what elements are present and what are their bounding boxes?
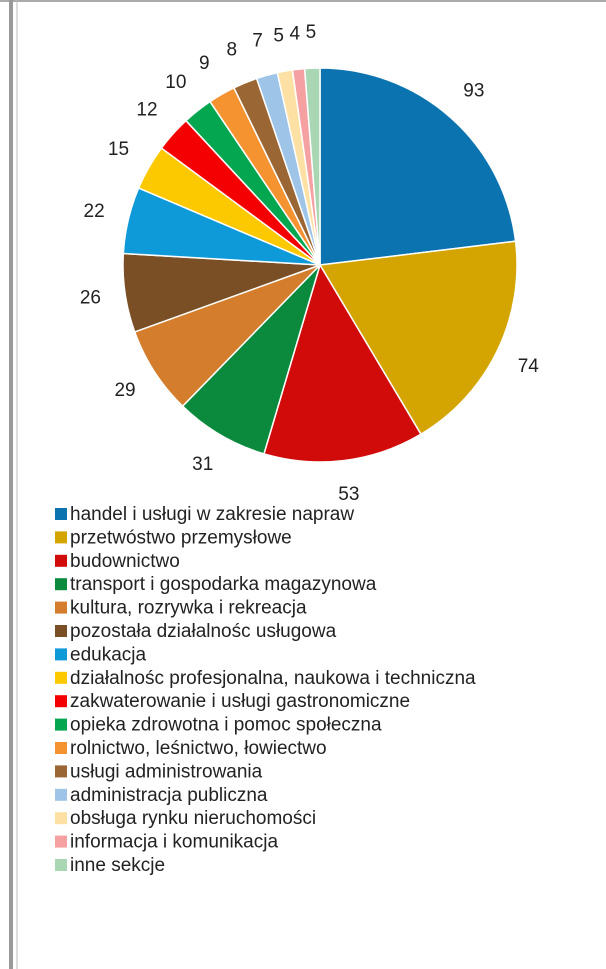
- legend-label: informacja i komunikacja: [70, 832, 278, 853]
- legend-label: przetwóstwo przemysłowe: [70, 527, 292, 548]
- legend-label: usługi administrowania: [70, 761, 263, 782]
- legend-label: inne sekcje: [70, 855, 165, 876]
- data-label: 22: [84, 201, 105, 222]
- pie-slice: [263, 263, 422, 463]
- legend-label: budownictwo: [70, 551, 180, 572]
- data-label: 53: [338, 484, 359, 505]
- legend-label: administracja publiczna: [70, 785, 268, 806]
- legend-label: kultura, rozrywka i rekreacja: [70, 598, 307, 619]
- legend-swatch: [55, 718, 67, 731]
- legend-swatch: [55, 765, 67, 778]
- data-label: 29: [114, 380, 135, 401]
- data-label: 31: [192, 454, 213, 475]
- legend-swatch: [55, 788, 67, 801]
- legend-label: rolnictwo, leśnictwo, łowiectwo: [70, 738, 327, 759]
- data-label: 10: [165, 72, 186, 93]
- data-label: 7: [252, 31, 263, 52]
- legend-label: obsługa rynku nieruchomości: [70, 808, 316, 829]
- legend-swatch: [55, 835, 67, 848]
- data-label: 74: [518, 356, 540, 377]
- legend-swatch: [55, 531, 67, 544]
- data-label: 5: [273, 26, 284, 47]
- legend-label: edukacja: [70, 644, 146, 665]
- data-label: 8: [227, 39, 238, 60]
- legend-label: pozostała działalnośc usługowa: [70, 621, 337, 642]
- data-label: 93: [463, 80, 484, 101]
- data-label: 15: [108, 139, 129, 160]
- legend-swatch: [55, 859, 67, 871]
- legend-swatch: [55, 625, 67, 637]
- legend-swatch: [55, 812, 67, 825]
- legend-swatch: [55, 508, 67, 520]
- data-label: 9: [199, 53, 210, 74]
- data-label: 26: [80, 287, 101, 308]
- legend-label: zakwaterowanie i usługi gastronomiczne: [70, 691, 410, 712]
- legend-label: działalnośc profesjonalna, naukowa i tec…: [70, 668, 476, 689]
- pie-slice: [318, 240, 518, 436]
- left-border: [9, 0, 13, 969]
- legend-swatch: [55, 648, 67, 661]
- legend-swatch: [55, 742, 67, 754]
- pie-slice: [319, 67, 517, 266]
- legend-swatch: [55, 578, 67, 591]
- pie-slice: [181, 264, 321, 455]
- legend-label: handel i usługi w zakresie napraw: [70, 504, 354, 525]
- data-label: 12: [136, 99, 157, 120]
- legend-swatch: [55, 601, 67, 614]
- legend-label: transport i gospodarka magazynowa: [70, 574, 377, 595]
- legend-swatch: [55, 695, 67, 708]
- data-label: 4: [289, 23, 300, 44]
- data-label: 5: [306, 22, 317, 43]
- pie-slice: [303, 67, 321, 266]
- legend-swatch: [55, 671, 67, 684]
- legend-label: opieka zdrowotna i pomoc społeczna: [70, 715, 382, 736]
- legend-swatch: [55, 554, 67, 567]
